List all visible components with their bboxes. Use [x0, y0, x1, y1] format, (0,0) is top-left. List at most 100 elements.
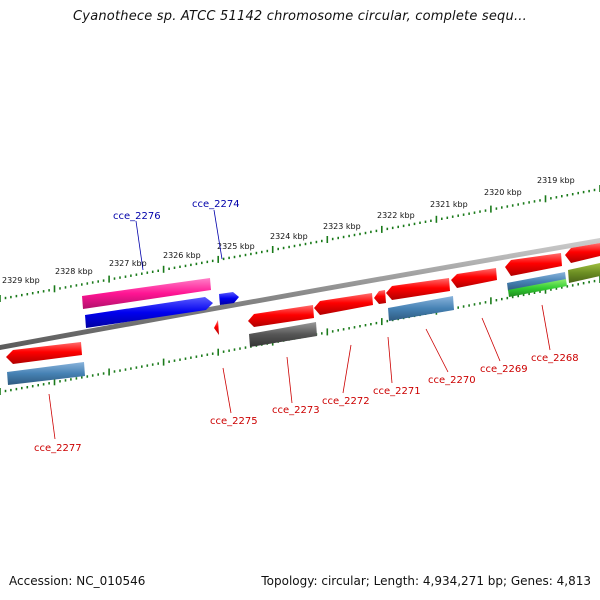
minor-tick	[222, 257, 225, 261]
minor-tick	[31, 292, 34, 295]
minor-tick	[451, 215, 454, 218]
minor-tick	[179, 265, 181, 268]
minor-tick	[266, 249, 269, 253]
major-tick	[217, 255, 219, 263]
minor-tick	[386, 319, 389, 323]
gene-arrow-next-olive[interactable]	[568, 263, 600, 283]
gene-label-cce-2271[interactable]: cce_2271	[373, 386, 421, 397]
kbp-label: 2324 kbp	[270, 232, 308, 241]
kbp-label: 2320 kbp	[484, 188, 522, 197]
gene-arrow-cce-2277[interactable]	[6, 342, 82, 364]
minor-tick	[533, 200, 536, 203]
gene-arrow-cce-2275[interactable]	[214, 320, 219, 335]
minor-tick	[37, 291, 39, 294]
gene-arrow-cce-2269[interactable]	[451, 268, 497, 288]
minor-tick	[408, 223, 410, 227]
gene-arrow-cce-2272[interactable]	[314, 293, 373, 315]
gene-arrow-cce-2268-steel[interactable]	[507, 272, 566, 291]
gene-arrow-cce-2276-pink[interactable]	[82, 278, 211, 309]
minor-tick	[26, 293, 29, 296]
minor-tick	[413, 222, 416, 226]
minor-tick	[511, 204, 514, 207]
major-tick	[435, 215, 438, 223]
minor-tick	[348, 234, 350, 238]
minor-tick	[364, 324, 367, 327]
gene-label-cce-2276[interactable]: cce_2276	[113, 211, 161, 222]
kbp-label: 2329 kbp	[2, 276, 40, 285]
minor-tick	[441, 217, 443, 220]
gene-label-cce-2268[interactable]: cce_2268	[531, 353, 579, 364]
minor-tick	[315, 240, 318, 244]
minor-tick	[495, 299, 498, 302]
minor-tick	[282, 246, 285, 250]
gene-label-cce-2275[interactable]: cce_2275	[210, 416, 258, 427]
minor-tick	[119, 369, 121, 372]
minor-tick	[424, 220, 427, 223]
kbp-label: 2326 kbp	[163, 251, 201, 260]
minor-tick	[473, 303, 476, 306]
minor-tick	[468, 304, 470, 307]
minor-tick	[342, 235, 345, 239]
minor-tick	[419, 221, 421, 224]
gene-label-cce-2272[interactable]: cce_2272	[322, 396, 370, 407]
minor-tick	[391, 226, 394, 230]
minor-tick	[141, 272, 143, 275]
minor-tick	[48, 289, 50, 292]
major-tick	[326, 236, 329, 243]
minor-tick	[168, 267, 170, 270]
minor-tick	[239, 347, 241, 350]
gene-arrow-cce-2268[interactable]	[505, 253, 562, 276]
minor-tick	[539, 290, 541, 293]
minor-tick	[484, 301, 487, 304]
major-tick	[53, 285, 56, 293]
gene-label-cce-2273[interactable]: cce_2273	[272, 405, 320, 416]
gene-label-cce-2270[interactable]: cce_2270	[428, 375, 476, 386]
minor-tick	[430, 219, 432, 222]
minor-tick	[571, 193, 574, 196]
minor-tick	[179, 358, 181, 361]
kbp-label: 2325 kbp	[217, 242, 255, 251]
minor-tick	[146, 364, 149, 367]
minor-tick	[233, 348, 236, 351]
major-tick	[53, 378, 56, 386]
minor-tick	[26, 386, 29, 389]
gene-arrow-cce-2277-steel[interactable]	[7, 362, 85, 385]
gene-arrow-next-red[interactable]	[565, 243, 600, 263]
minor-tick	[528, 292, 530, 296]
gene-arrow-cce-2271[interactable]	[374, 290, 386, 304]
minor-tick	[4, 389, 7, 393]
minor-tick	[59, 287, 61, 290]
gene-arrow-cce-2270[interactable]	[386, 278, 450, 300]
gene-arrow-cce-2274[interactable]	[219, 292, 239, 305]
gene-label-cce-2269[interactable]: cce_2269	[480, 364, 528, 375]
minor-tick	[135, 366, 138, 369]
minor-tick	[462, 213, 465, 216]
minor-tick	[550, 288, 552, 291]
minor-tick	[206, 260, 209, 264]
minor-tick	[119, 276, 121, 279]
gene-arrow-cce-2270-steel[interactable]	[388, 296, 454, 321]
gene-label-cce-2277[interactable]: cce_2277	[34, 443, 82, 454]
gene-arrow-cce-2273[interactable]	[248, 305, 314, 327]
gene-label-cce-2274[interactable]: cce_2274	[192, 199, 240, 210]
major-tick	[162, 358, 165, 366]
minor-tick	[168, 360, 170, 363]
major-tick	[0, 388, 1, 395]
gene-arrow-cce-2268-green[interactable]	[508, 279, 567, 297]
minor-tick	[195, 355, 198, 358]
minor-tick	[582, 190, 585, 194]
minor-tick	[495, 207, 498, 210]
gene-arrow-cce-2273-gray[interactable]	[249, 322, 317, 347]
minor-tick	[402, 224, 405, 228]
minor-tick	[102, 279, 105, 282]
minor-tick	[113, 277, 116, 280]
minor-tick	[146, 271, 149, 274]
minor-tick	[59, 380, 61, 383]
minor-tick	[277, 247, 279, 251]
minor-tick	[151, 270, 154, 273]
minor-tick	[86, 282, 89, 285]
gene-arrow-cce-2276-blue[interactable]	[85, 297, 213, 328]
minor-tick	[588, 280, 590, 284]
minor-tick	[190, 263, 192, 267]
